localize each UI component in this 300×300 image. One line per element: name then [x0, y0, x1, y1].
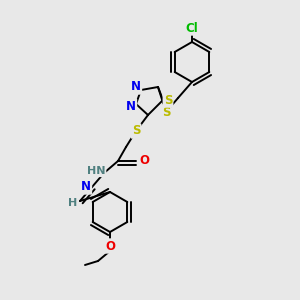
- Text: S: S: [132, 124, 140, 137]
- Text: N: N: [131, 80, 141, 94]
- Text: O: O: [139, 154, 149, 167]
- Text: H: H: [68, 198, 78, 208]
- Text: O: O: [105, 239, 115, 253]
- Text: S: S: [162, 106, 170, 118]
- Text: S: S: [164, 94, 172, 106]
- Text: N: N: [126, 100, 136, 112]
- Text: N: N: [81, 181, 91, 194]
- Text: Cl: Cl: [186, 22, 198, 34]
- Text: HN: HN: [87, 166, 105, 176]
